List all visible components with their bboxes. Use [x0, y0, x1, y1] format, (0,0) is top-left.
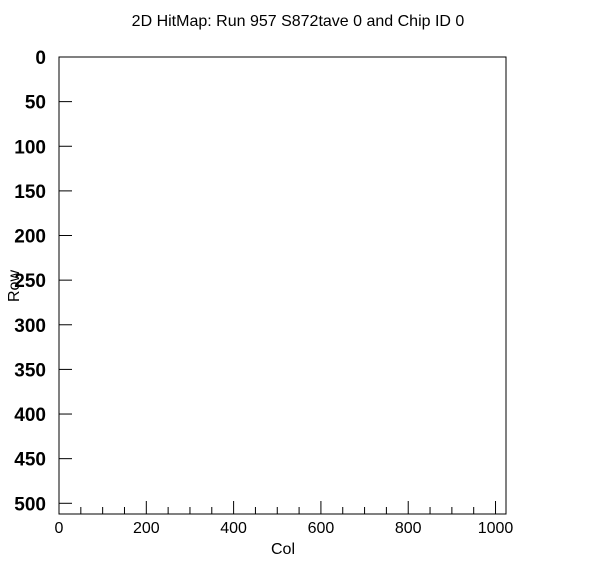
y-tick-label: 300: [14, 316, 46, 337]
plot-area: [59, 57, 506, 514]
y-tick-label: 350: [14, 360, 46, 381]
y-tick-label: 200: [14, 227, 46, 248]
y-tick-label: 400: [14, 405, 46, 426]
x-tick-label: 400: [220, 520, 247, 537]
x-tick-label: 200: [133, 520, 160, 537]
x-axis-title: Col: [271, 541, 295, 558]
y-tick-label: 150: [14, 182, 46, 203]
x-tick-label: 1000: [478, 520, 514, 537]
x-tick-label: 0: [55, 520, 64, 537]
y-tick-label: 50: [25, 93, 46, 114]
chart-title: 2D HitMap: Run 957 S872tave 0 and Chip I…: [132, 13, 465, 30]
x-tick-label: 800: [395, 520, 422, 537]
y-tick-label: 450: [14, 450, 46, 471]
y-tick-label: 0: [35, 48, 46, 69]
y-tick-label: 500: [14, 494, 46, 515]
y-tick-label: 100: [14, 137, 46, 158]
x-tick-label: 600: [308, 520, 335, 537]
y-axis-title: Row: [6, 270, 23, 302]
